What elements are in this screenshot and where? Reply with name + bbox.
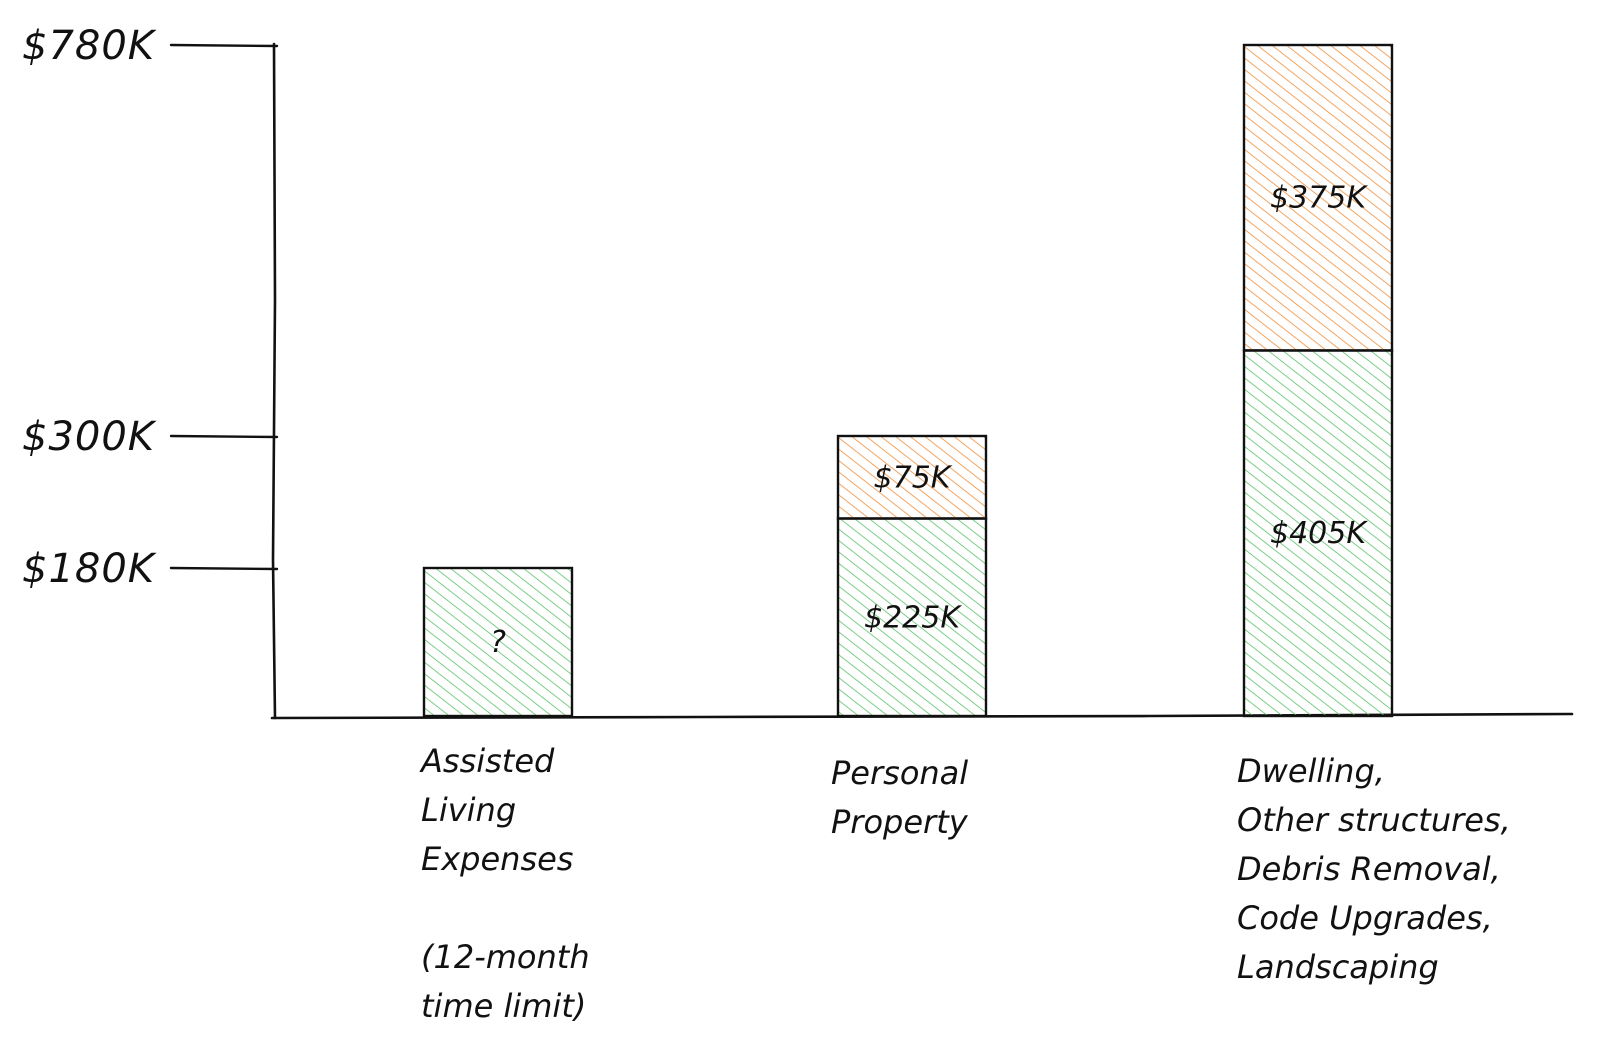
category-label-line: Code Upgrades, bbox=[1237, 899, 1493, 937]
bar-segment-orange bbox=[1244, 45, 1392, 351]
bar-value-label: $375K bbox=[1270, 181, 1368, 216]
y-axis-line bbox=[271, 42, 277, 720]
category-label-line: Debris Removal, bbox=[1237, 850, 1501, 888]
category-label-line: time limit) bbox=[421, 987, 586, 1025]
bar-value-label: $405K bbox=[1270, 516, 1368, 551]
bars: ? $225K $75K $405K $375K bbox=[422, 43, 1394, 718]
y-tick-label: $180K bbox=[22, 546, 157, 592]
y-tick-mark bbox=[169, 43, 279, 48]
bar-segment-outline bbox=[1242, 43, 1394, 352]
bar-segment-green bbox=[838, 518, 986, 716]
category-label-line: Property bbox=[831, 803, 969, 841]
y-ticks: $180K $300K $780K bbox=[22, 23, 279, 592]
bar-value-label: $225K bbox=[864, 600, 962, 635]
bar-segment-green bbox=[1244, 350, 1392, 716]
category-label-line: Assisted bbox=[419, 742, 555, 780]
category-label-line: Landscaping bbox=[1237, 948, 1439, 986]
bar-segment-green bbox=[424, 568, 572, 716]
category-labels: Assisted Living Expenses (12-month time limi… bbox=[419, 742, 1511, 1025]
y-tick-label: $300K bbox=[22, 414, 157, 460]
bar-segment-outline bbox=[422, 566, 574, 718]
category-label-line: Personal bbox=[831, 754, 968, 792]
category-label-line: Dwelling, bbox=[1237, 752, 1385, 790]
y-tick-mark bbox=[169, 566, 279, 571]
category-label-line: Expenses bbox=[421, 840, 573, 878]
bar-value-label: $75K bbox=[874, 460, 953, 495]
category-label-line: Living bbox=[421, 791, 516, 829]
y-tick-label: $780K bbox=[22, 23, 157, 69]
bar-segment-orange bbox=[838, 436, 986, 519]
y-tick-mark bbox=[169, 434, 279, 439]
bar-value-label: ? bbox=[490, 625, 506, 660]
category-label-line: (12-month bbox=[421, 938, 590, 976]
bar-segment-outline bbox=[836, 434, 988, 520]
category-label-line: Other structures, bbox=[1237, 801, 1511, 839]
